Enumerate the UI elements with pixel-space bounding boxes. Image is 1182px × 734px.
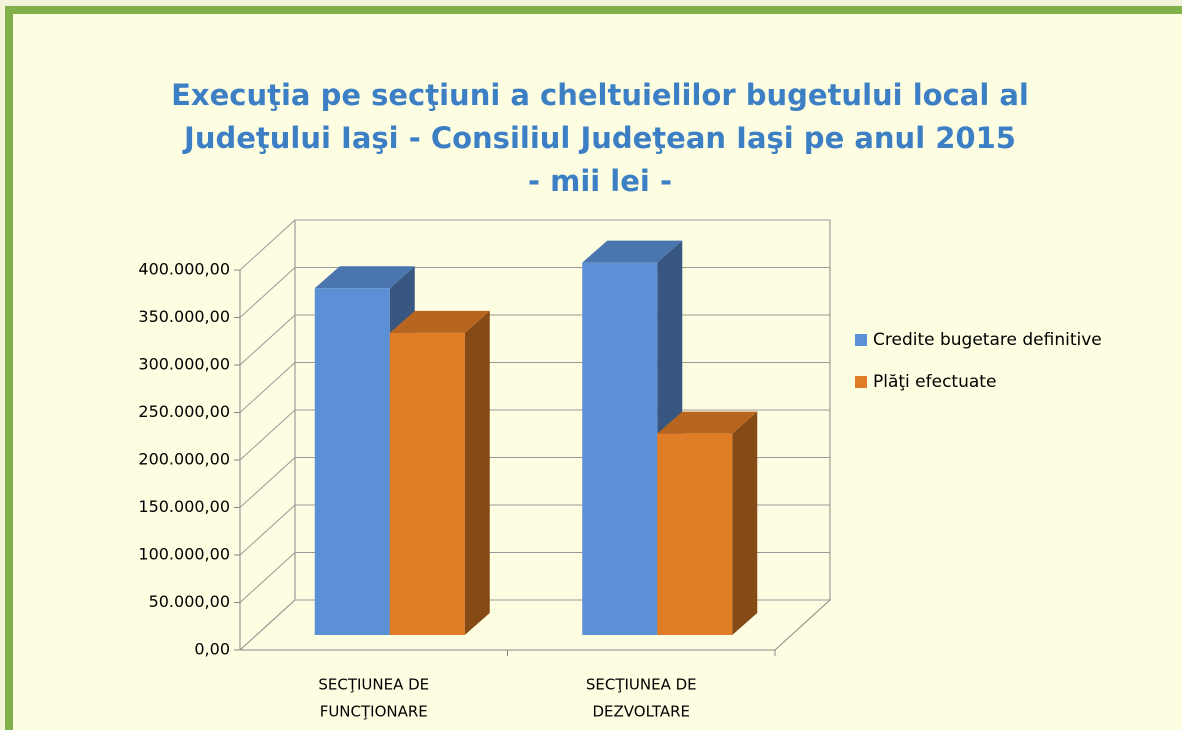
legend-label: Credite bugetare definitive (873, 330, 1102, 350)
bar-front (389, 332, 465, 635)
y-tick-label: 50.000,00 (149, 592, 230, 611)
bar-side (464, 310, 490, 635)
bar-front (657, 433, 733, 635)
bar (657, 411, 758, 635)
chart-subtitle: - mii lei - (528, 164, 672, 198)
y-tick-label: 0,00 (194, 640, 230, 659)
grid-line (239, 314, 296, 366)
x-tick-label: SECŢIUNEA DE (318, 676, 429, 694)
legend-swatch (855, 334, 867, 346)
y-tick-label: 300.000,00 (138, 355, 230, 374)
y-tick-label: 200.000,00 (138, 450, 230, 469)
grid-line (239, 599, 296, 651)
grid-line (239, 219, 296, 271)
x-tick-label: SECŢIUNEA DE (586, 676, 697, 694)
grid-line (239, 362, 296, 413)
bar-front (582, 262, 658, 635)
y-tick-label: 250.000,00 (138, 402, 230, 421)
y-tick-label: 350.000,00 (138, 307, 230, 326)
x-tick-label: FUNCŢIONARE (320, 703, 428, 721)
bar-top (582, 240, 683, 263)
x-tick-label: DEZVOLTARE (592, 703, 690, 721)
legend-label: Plăţi efectuate (873, 372, 996, 392)
y-tick-label: 100.000,00 (138, 545, 230, 564)
legend-swatch (855, 376, 867, 388)
chart-title: Execuţia pe secţiuni a cheltuielilor bug… (171, 78, 1029, 112)
grid-line (239, 504, 296, 556)
grid-line (239, 267, 296, 318)
bar-top (657, 411, 758, 434)
y-tick-label: 400.000,00 (138, 260, 230, 279)
bar-top (314, 266, 415, 289)
chart-title: Judeţului Iaşi - Consiliul Judeţean Iaşi… (182, 121, 1016, 155)
y-tick-label: 150.000,00 (138, 497, 230, 516)
bar-side (732, 411, 758, 635)
grid-line (239, 409, 296, 461)
bar-front (314, 288, 390, 635)
grid-line (239, 552, 296, 603)
bar-top (389, 310, 490, 333)
grid-line (239, 457, 296, 508)
bar (389, 310, 490, 635)
